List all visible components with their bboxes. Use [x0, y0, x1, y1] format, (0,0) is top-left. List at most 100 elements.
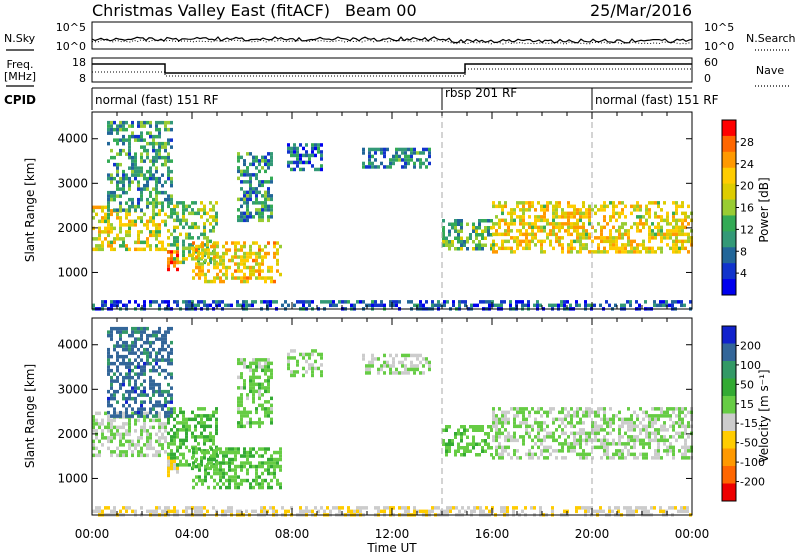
velocity-echo-cell — [203, 421, 206, 425]
velocity-echo-cell — [258, 365, 261, 369]
velocity-echo-cell — [263, 509, 266, 514]
power-echo-cell — [228, 248, 231, 252]
velocity-echo-cell — [531, 445, 534, 450]
velocity-echo-cell — [618, 438, 621, 443]
power-echo-cell — [255, 208, 258, 212]
velocity-echo-cell — [302, 373, 305, 378]
velocity-echo-cell — [606, 421, 609, 425]
velocity-echo-cell — [146, 429, 149, 433]
velocity-echo-cell — [128, 379, 131, 383]
velocity-echo-cell — [540, 421, 543, 425]
velocity-echo-cell — [213, 471, 216, 476]
power-echo-cell — [209, 239, 212, 244]
velocity-echo-cell — [195, 464, 198, 469]
velocity-echo-cell — [237, 407, 240, 411]
power-echo-cell — [510, 222, 513, 226]
velocity-echo-cell — [290, 349, 293, 353]
velocity-echo-cell — [591, 424, 594, 429]
velocity-echo-cell — [258, 424, 261, 429]
velocity-echo-cell — [290, 370, 293, 374]
velocity-echo-cell — [170, 393, 173, 397]
power-echo-cell — [240, 248, 243, 252]
velocity-echo-cell — [201, 450, 204, 455]
power-echo-cell — [645, 208, 648, 212]
velocity-echo-cell — [270, 410, 273, 415]
power-echo-cell — [657, 246, 660, 251]
velocity-echo-cell — [507, 445, 510, 450]
velocity-echo-cell — [279, 464, 282, 469]
velocity-echo-cell — [639, 407, 642, 411]
velocity-echo-cell — [134, 344, 137, 348]
power-echo-cell — [201, 265, 204, 270]
velocity-echo-cell — [119, 330, 122, 334]
power-echo-cell — [558, 201, 561, 205]
velocity-echo-cell — [252, 379, 255, 383]
power-echo-cell — [660, 250, 663, 254]
velocity-echo-cell — [158, 443, 161, 447]
velocity-echo-cell — [507, 417, 510, 422]
power-echo-cell — [170, 194, 173, 198]
power-echo-cell — [98, 233, 101, 238]
power-echo-cell — [516, 236, 519, 240]
power-echo-cell — [567, 229, 570, 233]
velocity-echo-cell — [225, 485, 228, 490]
velocity-echo-cell — [681, 435, 684, 439]
velocity-echo-cell — [314, 366, 317, 371]
power-echo-cell — [422, 147, 425, 152]
velocity-echo-cell — [404, 367, 407, 372]
velocity-echo-cell — [107, 410, 110, 415]
velocity-echo-cell — [606, 442, 609, 446]
power-echo-cell — [389, 161, 392, 166]
velocity-echo-cell — [612, 456, 615, 460]
power-echo-cell — [519, 239, 522, 244]
power-echo-cell — [636, 243, 639, 247]
power-echo-cell — [255, 155, 258, 160]
power-echo-cell — [549, 239, 552, 244]
power-echo-cell — [270, 176, 273, 181]
velocity-echo-cell — [240, 421, 243, 425]
velocity-echo-cell — [167, 506, 170, 510]
power-echo-cell — [152, 134, 155, 139]
power-echo-cell — [204, 272, 207, 277]
velocity-echo-cell — [564, 431, 567, 436]
power-echo-cell — [660, 232, 663, 237]
velocity-echo-cell — [152, 368, 155, 373]
velocity-echo-cell — [290, 506, 293, 510]
velocity-echo-cell — [669, 445, 672, 450]
velocity-echo-cell — [107, 400, 110, 404]
power-echo-cell — [222, 265, 225, 270]
power-echo-cell — [564, 229, 567, 233]
velocity-echo-cell — [504, 414, 507, 418]
velocity-echo-cell — [164, 414, 167, 418]
power-echo-cell — [122, 237, 125, 241]
velocity-echo-cell — [401, 506, 404, 510]
power-echo-cell — [152, 173, 155, 177]
power-echo-cell — [380, 300, 383, 304]
velocity-echo-cell — [191, 417, 194, 422]
velocity-echo-cell — [451, 439, 454, 443]
power-echo-cell — [191, 243, 194, 247]
power-echo-cell — [540, 246, 543, 251]
velocity-echo-cell — [119, 443, 122, 447]
power-echo-cell — [311, 150, 314, 154]
power-echo-cell — [210, 279, 213, 284]
power-echo-cell — [466, 236, 469, 240]
velocity-echo-cell — [531, 456, 534, 460]
power-echo-cell — [176, 215, 179, 219]
velocity-echo-cell — [279, 457, 282, 462]
power-echo-cell — [267, 162, 270, 167]
velocity-echo-cell — [176, 449, 179, 453]
power-echo-cell — [290, 150, 293, 154]
velocity-echo-cell — [654, 449, 657, 453]
power-echo-cell — [329, 303, 332, 308]
power-echo-cell — [522, 232, 525, 237]
velocity-echo-cell — [657, 438, 660, 443]
velocity-echo-cell — [495, 414, 498, 418]
power-echo-cell — [484, 226, 487, 230]
velocity-echo-cell — [203, 456, 206, 460]
power-echo-cell — [501, 232, 504, 237]
power-echo-cell — [287, 143, 290, 147]
power-echo-cell — [576, 211, 579, 216]
velocity-echo-cell — [672, 456, 675, 460]
power-colorbar-segment — [722, 231, 736, 248]
